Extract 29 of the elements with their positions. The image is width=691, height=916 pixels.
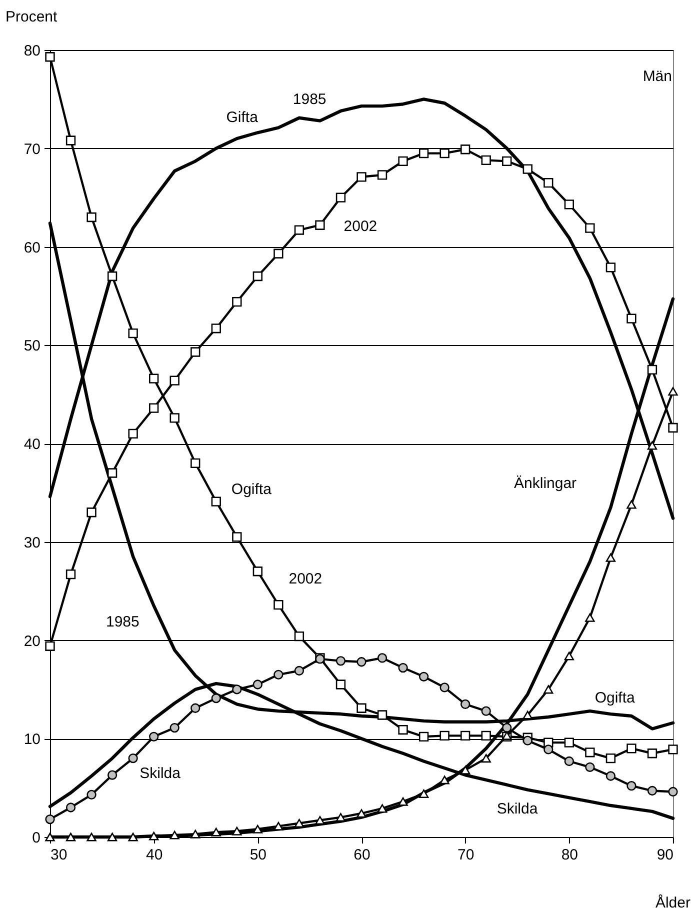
x-tick-label: 40 <box>146 846 163 864</box>
annotation: Änklingar <box>514 474 577 492</box>
annotation: 1985 <box>292 91 326 108</box>
x-axis-title: Ålder <box>655 894 690 912</box>
text: Män <box>642 68 672 85</box>
annotation: Ogifta <box>231 480 272 498</box>
y-tick-label: 10 <box>24 731 40 748</box>
y-tick-label: 0 <box>32 830 40 846</box>
y-tick-label: 30 <box>24 534 40 552</box>
x-tick-label: 80 <box>561 846 578 864</box>
x-tick-label: 50 <box>250 846 267 864</box>
y-tick-label: 60 <box>24 239 40 256</box>
y-tick-label: 80 <box>24 42 40 60</box>
annotation: 2002 <box>288 570 322 588</box>
annotation: Skilda <box>140 765 182 782</box>
x-tick-label: 70 <box>457 846 474 864</box>
annotation: 1985 <box>106 614 140 631</box>
x-tick-label: 30 <box>50 846 68 864</box>
y-tick-label: 50 <box>24 338 40 355</box>
annotation: 2002 <box>344 218 378 236</box>
y-tick-label: 40 <box>24 436 40 453</box>
annotation: Skilda <box>496 800 538 818</box>
y-tick-label: 70 <box>24 140 40 158</box>
y-axis-title: Procent <box>6 8 58 26</box>
annotation: Gifta <box>226 108 259 126</box>
x-tick-label: 90 <box>656 846 674 864</box>
annotation: Ogifta <box>594 689 636 706</box>
y-tick-label: 20 <box>24 632 40 650</box>
x-tick-label: 60 <box>354 846 370 864</box>
